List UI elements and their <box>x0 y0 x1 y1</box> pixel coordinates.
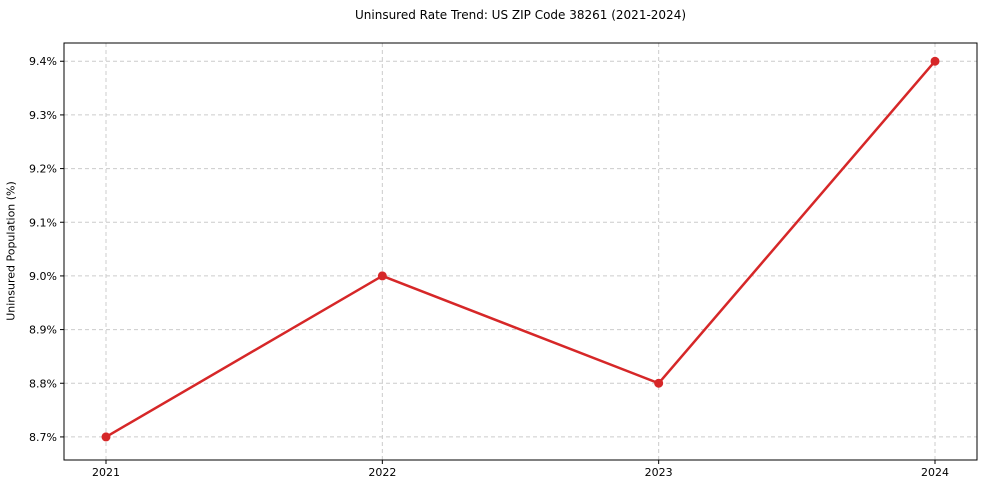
data-point-2024 <box>930 56 940 66</box>
x-tick-label: 2024 <box>921 466 949 479</box>
y-tick-label: 9.1% <box>29 216 57 229</box>
data-point-2022 <box>377 271 387 281</box>
y-tick-label: 9.2% <box>29 163 57 176</box>
data-point-2021 <box>101 432 111 442</box>
y-tick-label: 8.7% <box>29 431 57 444</box>
y-tick-label: 8.9% <box>29 324 57 337</box>
plot-border <box>63 42 978 461</box>
y-tick-label: 8.8% <box>29 377 57 390</box>
data-point-2023 <box>654 378 664 388</box>
x-tick-label: 2023 <box>645 466 673 479</box>
y-tick-label: 9.0% <box>29 270 57 283</box>
x-tick-label: 2022 <box>368 466 396 479</box>
x-tick-label: 2021 <box>92 466 120 479</box>
trend-line <box>104 59 937 439</box>
y-tick-label: 9.4% <box>29 55 57 68</box>
chart-title: Uninsured Rate Trend: US ZIP Code 38261 … <box>354 8 687 22</box>
y-tick-label: 9.3% <box>29 109 57 122</box>
